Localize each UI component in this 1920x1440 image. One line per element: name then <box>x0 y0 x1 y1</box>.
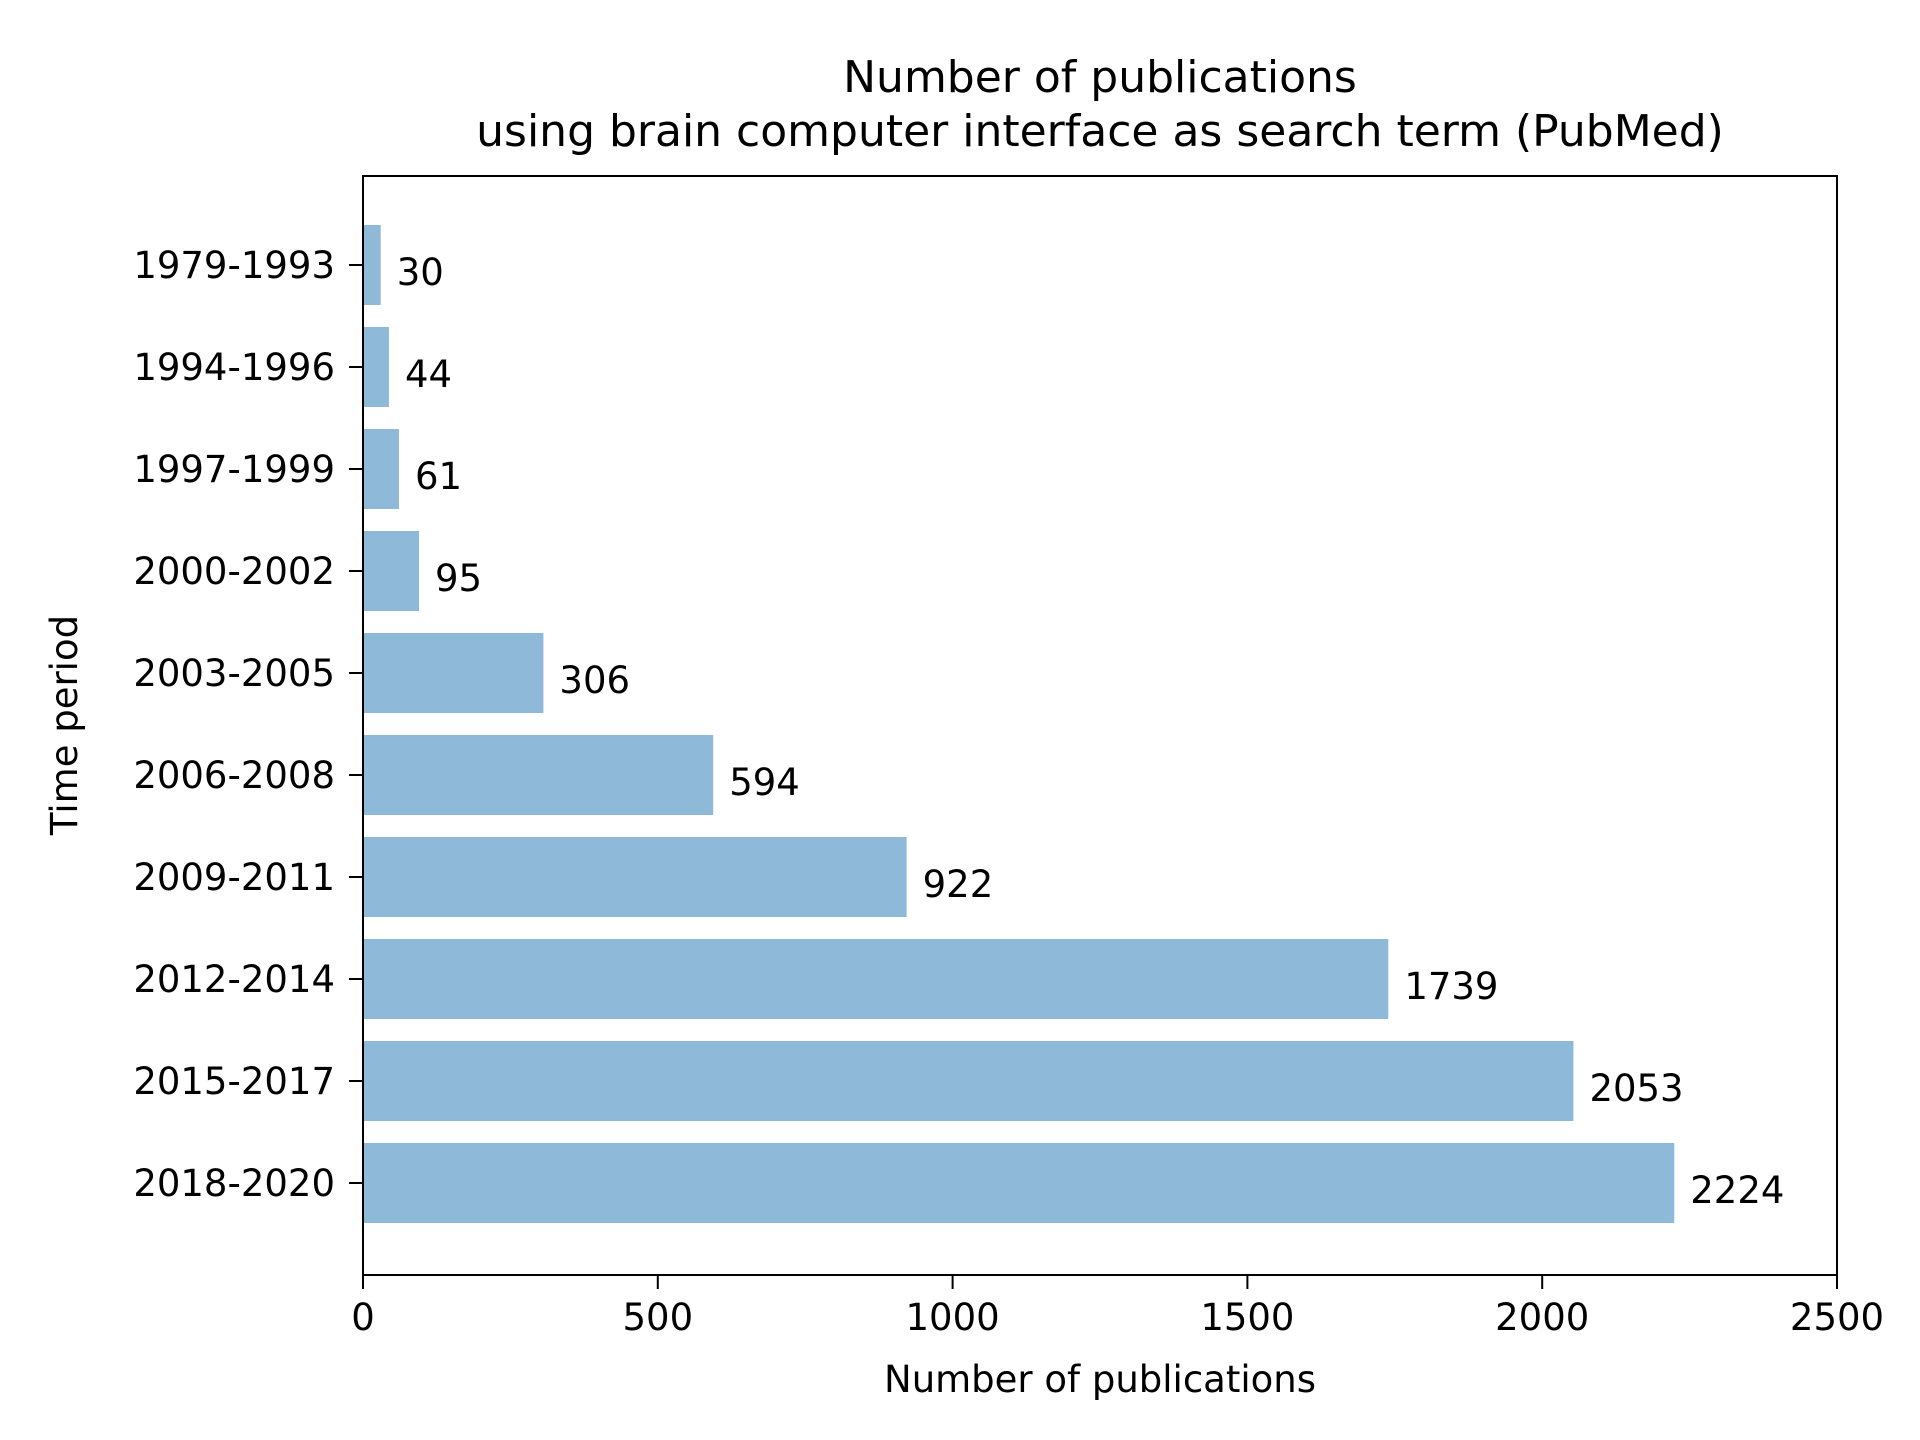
y-axis-ticks: 1979-1993 1994-1996 1997-1999 2000-2002 2003… <box>133 244 363 1205</box>
bar-2000-2002 <box>363 531 420 611</box>
bar-2015-2017 <box>363 1041 1574 1121</box>
chart-title-line-2: using brain computer interface as search… <box>476 106 1724 157</box>
data-label-2000-2002: 95 <box>435 557 482 600</box>
data-label-2003-2005: 306 <box>559 659 630 702</box>
y-tick-label: 1997-1999 <box>133 448 335 491</box>
y-tick-label: 2006-2008 <box>133 754 335 797</box>
x-tick-label: 0 <box>351 1296 375 1339</box>
y-tick-label: 2012-2014 <box>133 958 335 1001</box>
data-label-1979-1993: 30 <box>397 251 444 294</box>
y-tick-label: 1994-1996 <box>133 346 335 389</box>
x-axis-ticks: 0 500 1000 1500 2000 2500 <box>351 1275 1884 1339</box>
bars-layer: 30 44 61 95 306 594 922 1739 2053 2224 <box>363 225 1784 1223</box>
x-tick-label: 1000 <box>906 1296 1000 1339</box>
bar-2003-2005 <box>363 633 544 713</box>
data-label-2009-2011: 922 <box>923 863 994 906</box>
data-label-2015-2017: 2053 <box>1589 1067 1683 1110</box>
bar-1994-1996 <box>363 327 389 407</box>
x-axis-label: Number of publications <box>884 1358 1316 1401</box>
bar-1997-1999 <box>363 429 399 509</box>
bar-1979-1993 <box>363 225 381 305</box>
y-axis-label: Time period <box>43 615 86 836</box>
bar-2009-2011 <box>363 837 907 917</box>
y-tick-label: 2000-2002 <box>133 550 335 593</box>
y-tick-label: 2009-2011 <box>133 856 335 899</box>
bar-2006-2008 <box>363 735 714 815</box>
x-tick-label: 1500 <box>1200 1296 1294 1339</box>
chart-title-line-1: Number of publications <box>843 52 1357 103</box>
data-label-2018-2020: 2224 <box>1690 1169 1784 1212</box>
x-tick-label: 500 <box>622 1296 693 1339</box>
data-label-1994-1996: 44 <box>405 353 452 396</box>
data-label-1997-1999: 61 <box>415 455 462 498</box>
y-tick-label: 1979-1993 <box>133 244 335 287</box>
data-label-2012-2014: 1739 <box>1404 965 1498 1008</box>
bar-2018-2020 <box>363 1143 1675 1223</box>
y-tick-label: 2018-2020 <box>133 1162 335 1205</box>
y-tick-label: 2015-2017 <box>133 1060 335 1103</box>
x-tick-label: 2000 <box>1495 1296 1589 1339</box>
bar-2012-2014 <box>363 939 1389 1019</box>
x-tick-label: 2500 <box>1790 1296 1884 1339</box>
plot-frame <box>362 175 1838 1276</box>
data-label-2006-2008: 594 <box>729 761 800 804</box>
y-tick-label: 2003-2005 <box>133 652 335 695</box>
